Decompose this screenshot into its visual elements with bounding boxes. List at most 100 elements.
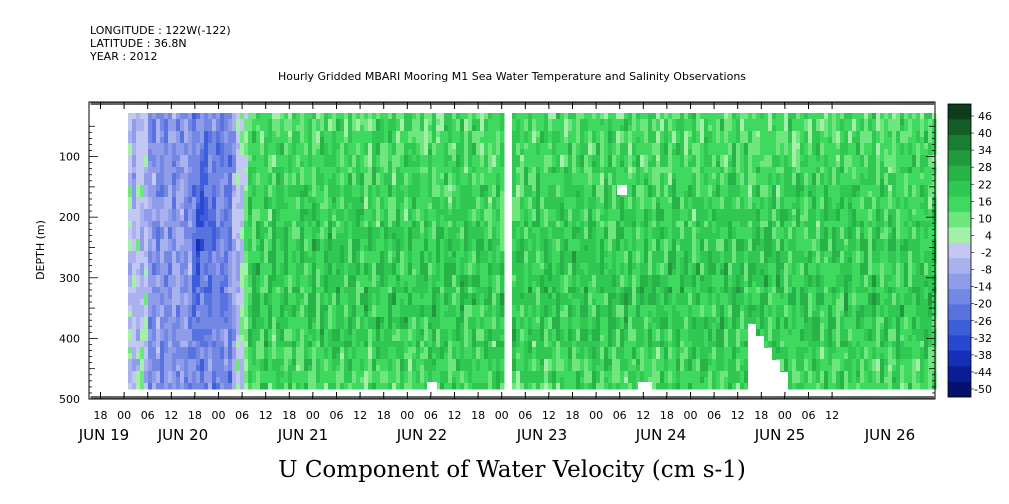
- heatmap-cell: [176, 263, 181, 270]
- heatmap-cell: [384, 221, 389, 228]
- heatmap-cell: [440, 185, 445, 192]
- heatmap-cell: [492, 245, 497, 252]
- heatmap-cell: [196, 131, 201, 138]
- heatmap-cell: [180, 287, 185, 294]
- heatmap-cell: [312, 347, 317, 354]
- heatmap-cell: [480, 359, 485, 366]
- heatmap-cell: [416, 371, 421, 378]
- heatmap-cell: [244, 197, 249, 204]
- heatmap-cell: [176, 149, 181, 156]
- heatmap-cell: [312, 137, 317, 144]
- heatmap-cell: [312, 257, 317, 264]
- heatmap-cell: [136, 221, 141, 228]
- heatmap-cell: [244, 155, 249, 162]
- heatmap-cell: [472, 161, 477, 168]
- heatmap-cell: [320, 179, 325, 186]
- heatmap-cell: [364, 113, 369, 120]
- heatmap-cell: [428, 329, 433, 336]
- heatmap-cell: [456, 377, 461, 384]
- heatmap-cell: [192, 257, 197, 264]
- heatmap-cell: [516, 245, 521, 252]
- heatmap-cell: [344, 209, 349, 216]
- heatmap-cell: [536, 155, 541, 162]
- heatmap-cell: [284, 257, 289, 264]
- heatmap-cell: [304, 221, 309, 228]
- heatmap-cell: [552, 149, 557, 156]
- heatmap-cell: [216, 185, 221, 192]
- heatmap-cell: [464, 365, 469, 372]
- heatmap-cell: [184, 173, 189, 180]
- heatmap-cell: [184, 287, 189, 294]
- heatmap-cell: [232, 287, 237, 294]
- heatmap-cell: [232, 197, 237, 204]
- heatmap-cell: [128, 299, 133, 306]
- heatmap-cell: [268, 155, 273, 162]
- heatmap-cell: [228, 365, 233, 372]
- heatmap-cell: [492, 377, 497, 384]
- heatmap-cell: [436, 191, 441, 198]
- heatmap-cell: [364, 185, 369, 192]
- heatmap-cell: [356, 119, 361, 126]
- heatmap-cell: [140, 377, 145, 384]
- heatmap-cell: [404, 245, 409, 252]
- heatmap-cell: [284, 143, 289, 150]
- heatmap-cell: [152, 329, 157, 336]
- heatmap-cell: [420, 335, 425, 342]
- heatmap-cell: [320, 383, 325, 390]
- heatmap-cell: [388, 275, 393, 282]
- heatmap-cell: [148, 233, 153, 240]
- heatmap-cell: [416, 209, 421, 216]
- heatmap-cell: [444, 215, 449, 222]
- heatmap-cell: [368, 323, 373, 330]
- heatmap-cell: [296, 341, 301, 348]
- heatmap-cell: [332, 335, 337, 342]
- heatmap-cell: [452, 131, 457, 138]
- heatmap-cell: [404, 365, 409, 372]
- heatmap-cell: [268, 191, 273, 198]
- heatmap-cell: [472, 377, 477, 384]
- heatmap-cell: [384, 377, 389, 384]
- heatmap-cell: [264, 365, 269, 372]
- heatmap-cell: [228, 161, 233, 168]
- heatmap-cell: [416, 203, 421, 210]
- heatmap-cell: [300, 353, 305, 360]
- heatmap-cell: [292, 239, 297, 246]
- heatmap-cell: [480, 305, 485, 312]
- heatmap-cell: [480, 125, 485, 132]
- heatmap-cell: [364, 359, 369, 366]
- heatmap-cell: [284, 269, 289, 276]
- heatmap-cell: [164, 227, 169, 234]
- heatmap-cell: [404, 239, 409, 246]
- heatmap-cell: [492, 365, 497, 372]
- heatmap-cell: [496, 371, 501, 378]
- heatmap-cell: [176, 131, 181, 138]
- heatmap-cell: [256, 155, 261, 162]
- heatmap-cell: [396, 281, 401, 288]
- heatmap-cell: [312, 125, 317, 132]
- heatmap-cell: [284, 275, 289, 282]
- heatmap-cell: [256, 137, 261, 144]
- heatmap-cell: [176, 173, 181, 180]
- heatmap-cell: [448, 167, 453, 174]
- heatmap-cell: [500, 275, 505, 282]
- heatmap-cell: [548, 167, 553, 174]
- heatmap-cell: [232, 185, 237, 192]
- heatmap-cell: [180, 269, 185, 276]
- heatmap-cell: [292, 221, 297, 228]
- heatmap-cell: [148, 269, 153, 276]
- heatmap-cell: [160, 377, 165, 384]
- heatmap-cell: [400, 383, 405, 390]
- heatmap-cell: [372, 329, 377, 336]
- heatmap-cell: [384, 245, 389, 252]
- heatmap-cell: [224, 239, 229, 246]
- heatmap-cell: [500, 209, 505, 216]
- heatmap-cell: [204, 161, 209, 168]
- heatmap-cell: [204, 155, 209, 162]
- heatmap-cell: [476, 305, 481, 312]
- heatmap-cell: [360, 365, 365, 372]
- heatmap-cell: [144, 125, 149, 132]
- heatmap-cell: [484, 311, 489, 318]
- heatmap-cell: [536, 359, 541, 366]
- heatmap-cell: [280, 293, 285, 300]
- heatmap-cell: [428, 167, 433, 174]
